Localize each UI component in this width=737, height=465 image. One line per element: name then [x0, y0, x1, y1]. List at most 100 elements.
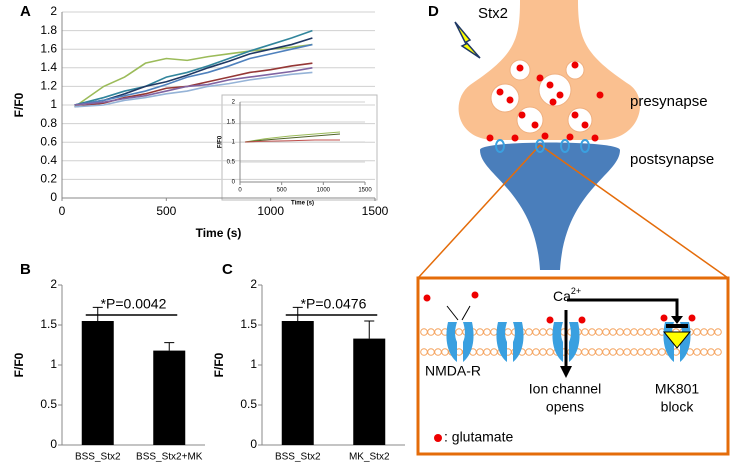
zoom-line [417, 144, 541, 279]
receptor [513, 322, 524, 362]
mk801 [662, 331, 692, 349]
glutamate [518, 111, 526, 119]
error-bar [364, 320, 375, 339]
x-axis-label: Time (s) [291, 201, 314, 207]
receptor [495, 139, 505, 153]
glutamate [506, 96, 514, 104]
y-tick-label: 1 [232, 140, 236, 146]
series-line [244, 131, 341, 143]
lipid [714, 328, 722, 336]
block-label: block [661, 399, 695, 415]
glutamate-key [434, 434, 442, 442]
x-tick-label: BSS_Stx2+MK [136, 452, 203, 463]
series-line [74, 71, 313, 108]
series-line [74, 67, 313, 106]
arrow [446, 305, 459, 321]
receptor [535, 139, 545, 153]
x-tick-label: 1000 [257, 204, 284, 218]
x-tick-label: 500 [156, 204, 176, 218]
toxin-label: Stx2 [478, 5, 508, 22]
annotation: *P=0.0476 [301, 296, 367, 312]
glutamate [581, 121, 589, 129]
y-tick-label: 0 [50, 437, 57, 451]
receptor [552, 322, 563, 362]
vesicle [567, 107, 593, 133]
x-tick-label: 1500 [358, 188, 372, 194]
y-tick-label: 0.5 [240, 397, 257, 411]
glutamate [660, 314, 668, 322]
bar [153, 350, 186, 445]
x-tick-label: 500 [277, 188, 288, 194]
y-tick-label: 0.5 [40, 397, 57, 411]
ca-arrow [567, 298, 679, 318]
glutamate [571, 61, 579, 69]
y-tick-label: 1.5 [227, 120, 236, 126]
postsynapse-label: postsynapse [630, 151, 714, 168]
y-tick-label: 0 [250, 437, 257, 451]
channel-label: opens [546, 399, 584, 415]
block-label: MK801 [655, 381, 700, 397]
glutamate [688, 314, 696, 322]
receptor [560, 139, 570, 153]
vesicle [538, 73, 572, 107]
y-tick-label: 1 [250, 357, 257, 371]
inset-frame [221, 94, 378, 201]
glutamate [511, 134, 519, 142]
series-line [74, 37, 313, 106]
ion-label: Ca2+ [553, 286, 581, 303]
glutamate [596, 91, 604, 99]
bar [81, 321, 114, 445]
arrow-head [671, 316, 683, 324]
zoom-line [539, 144, 729, 279]
legend-label: : glutamate [444, 429, 513, 445]
x-tick-label: 1500 [362, 204, 389, 218]
y-tick-label: 2 [50, 277, 57, 291]
postsynapse [480, 142, 620, 270]
receptor [496, 322, 507, 362]
y-tick-label: 0 [50, 190, 57, 204]
glutamate [531, 121, 539, 129]
glutamate [496, 88, 504, 96]
receptors [423, 291, 696, 362]
receptor-label: NMDA-R [425, 363, 481, 379]
y-tick-label: 1.8 [40, 23, 57, 37]
y-tick-label: 0 [232, 180, 236, 186]
glutamate [571, 111, 579, 119]
glutamate [471, 291, 479, 299]
y-tick-label: 1.6 [40, 41, 57, 55]
receptor [569, 322, 580, 362]
vesicle [490, 83, 520, 113]
receptor [463, 322, 474, 362]
glutamate [549, 98, 557, 106]
glutamate [536, 74, 544, 82]
presynapse-label: presynapse [630, 93, 708, 110]
y-tick-label: 2 [232, 100, 236, 106]
bar [353, 338, 386, 445]
lipid [714, 348, 722, 356]
annotation: *P=0.0042 [101, 296, 167, 312]
diagram-d: D Stx2 presynapse postsynapse Ca2+ NMDA-… [416, 0, 730, 456]
panel-label: C [222, 261, 233, 278]
panel-label: B [20, 261, 31, 278]
y-tick-label: 2 [50, 4, 57, 18]
arrow-head [560, 366, 572, 378]
y-tick-label: 0.6 [40, 134, 57, 148]
y-axis-label: F/F0 [218, 135, 224, 148]
x-tick-label: BSS_Stx2 [275, 452, 321, 463]
vesicle [516, 106, 544, 134]
glutamate [546, 81, 554, 89]
panel-label: D [428, 3, 439, 20]
bar [281, 321, 314, 445]
x-tick-label: 0 [238, 188, 242, 194]
glutamate [546, 316, 554, 324]
y-tick-label: 0.8 [40, 116, 57, 130]
lightning [454, 21, 481, 59]
glutamate [486, 134, 494, 142]
x-tick-label: BSS_Stx2 [75, 452, 121, 463]
y-tick-label: 1.2 [40, 79, 57, 93]
y-tick-label: 1 [50, 97, 57, 111]
y-axis-label: F/F0 [212, 352, 226, 377]
error-bar [292, 306, 303, 321]
y-tick-label: 0.2 [40, 172, 57, 186]
